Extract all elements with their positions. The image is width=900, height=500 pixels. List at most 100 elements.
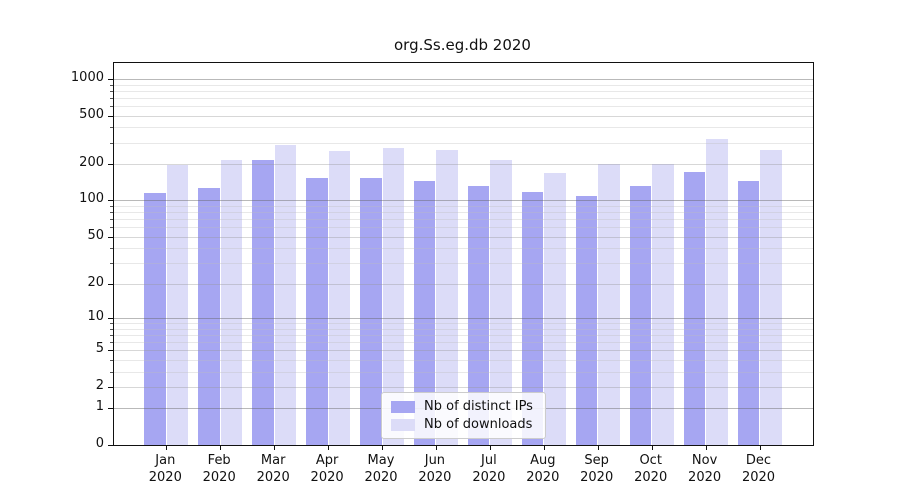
bar-oct-downloads (652, 163, 674, 445)
x-tick-label-sep: Sep 2020 (580, 453, 614, 485)
x-tick-mar (274, 445, 276, 450)
x-tick-apr (328, 445, 330, 450)
bar-may-distinct-ips (360, 177, 382, 445)
y-minor-tick-7 (110, 334, 113, 336)
y-minor-tick-30 (110, 263, 113, 264)
bar-jun-distinct-ips (413, 180, 436, 445)
bar-feb-distinct-ips (198, 188, 220, 445)
gridline-minor-y-700 (114, 97, 813, 99)
legend-item-downloads: Nb of downloads (391, 417, 533, 432)
gridline-minor-y-900 (114, 84, 813, 86)
y-tick-label-200: 200 (79, 155, 104, 170)
x-tick-may (382, 445, 383, 450)
x-tick-label-oct: Oct 2020 (634, 453, 668, 485)
y-minor-tick-80 (110, 212, 113, 214)
bar-aug-distinct-ips (521, 191, 544, 445)
bar-sep-distinct-ips (575, 195, 598, 445)
x-tick-feb (220, 445, 222, 450)
x-tick-label-jun: Jun 2020 (418, 453, 452, 485)
x-tick-label-jan: Jan 2020 (148, 453, 182, 485)
y-tick-2 (108, 386, 113, 388)
bar-nov-downloads (706, 139, 728, 445)
x-tick-label-mar: Mar 2020 (256, 453, 290, 485)
legend-swatch-distinct-ips (391, 400, 415, 413)
y-tick-10 (108, 317, 113, 319)
y-tick-label-1: 1 (95, 399, 104, 415)
gridline-y-1000 (114, 78, 813, 80)
bar-jun-downloads (436, 149, 458, 445)
bar-mar-downloads (274, 144, 297, 445)
y-tick-label-100: 100 (79, 191, 104, 207)
y-minor-tick-40 (110, 248, 113, 250)
x-tick-label-aug: Aug 2020 (526, 453, 560, 485)
y-tick-label-0: 0 (95, 436, 104, 451)
y-tick-label-20: 20 (87, 274, 104, 290)
bar-sep-downloads (598, 164, 620, 445)
x-tick-oct (651, 445, 653, 450)
legend-label-distinct-ips: Nb of distinct IPs (424, 399, 533, 414)
legend: Nb of distinct IPs Nb of downloads (381, 392, 546, 439)
x-tick-jan (166, 445, 168, 450)
y-tick-5 (108, 350, 113, 352)
y-minor-tick-60 (110, 227, 113, 229)
x-tick-jul (489, 445, 491, 450)
y-minor-tick-600 (110, 105, 113, 107)
gridline-minor-y-800 (114, 90, 813, 92)
x-tick-label-feb: Feb 2020 (202, 453, 236, 485)
gridline-minor-y-600 (114, 105, 813, 107)
bar-nov-distinct-ips (683, 172, 706, 445)
y-tick-200 (108, 164, 113, 165)
y-minor-tick-800 (110, 90, 113, 92)
plot-area: Nb of distinct IPs Nb of downloads (108, 62, 814, 450)
bar-feb-downloads (220, 159, 243, 445)
y-tick-0 (108, 445, 113, 446)
y-tick-label-50: 50 (87, 227, 104, 243)
y-minor-tick-6 (110, 341, 113, 343)
bar-may-downloads (382, 147, 404, 445)
y-minor-tick-8 (110, 328, 113, 330)
gridline-minor-y-400 (114, 127, 813, 129)
x-tick-label-may: May 2020 (364, 453, 398, 485)
x-tick-sep (597, 445, 599, 450)
chart-title: org.Ss.eg.db 2020 (394, 36, 531, 54)
bar-oct-distinct-ips (629, 185, 652, 445)
y-minor-tick-90 (110, 206, 113, 207)
y-minor-tick-4 (110, 359, 113, 361)
y-tick-label-2: 2 (95, 377, 104, 393)
y-minor-tick-400 (110, 127, 113, 129)
y-tick-1 (108, 408, 113, 410)
bar-jul-distinct-ips (467, 185, 490, 445)
bar-apr-distinct-ips (306, 178, 328, 445)
x-tick-label-nov: Nov 2020 (688, 453, 722, 485)
y-minor-tick-700 (110, 97, 113, 99)
y-minor-tick-300 (110, 142, 113, 144)
x-tick-jun (435, 445, 437, 450)
bar-apr-downloads (328, 151, 351, 445)
bar-dec-distinct-ips (737, 180, 759, 445)
legend-swatch-downloads (391, 418, 415, 431)
bar-jan-distinct-ips (144, 192, 166, 445)
bar-jul-downloads (490, 160, 512, 445)
y-tick-label-5: 5 (95, 341, 104, 357)
y-minor-tick-900 (110, 84, 113, 86)
bar-aug-downloads (544, 173, 566, 445)
y-tick-label-1000: 1000 (70, 69, 104, 85)
y-tick-label-500: 500 (79, 106, 104, 122)
gridline-y-500 (114, 115, 813, 117)
bar-dec-downloads (760, 149, 782, 445)
y-tick-label-10: 10 (87, 308, 104, 324)
y-minor-tick-70 (110, 219, 113, 221)
x-tick-dec (759, 445, 761, 450)
x-tick-label-apr: Apr 2020 (310, 453, 344, 485)
x-tick-aug (543, 445, 545, 450)
legend-item-distinct-ips: Nb of distinct IPs (391, 399, 533, 414)
y-tick-100 (108, 200, 113, 202)
x-tick-nov (705, 445, 707, 450)
y-tick-500 (108, 115, 113, 117)
y-tick-1000 (108, 78, 113, 80)
y-minor-tick-9 (110, 323, 113, 324)
x-tick-label-dec: Dec 2020 (741, 453, 776, 485)
y-minor-tick-3 (110, 371, 113, 373)
legend-label-downloads: Nb of downloads (424, 417, 533, 432)
